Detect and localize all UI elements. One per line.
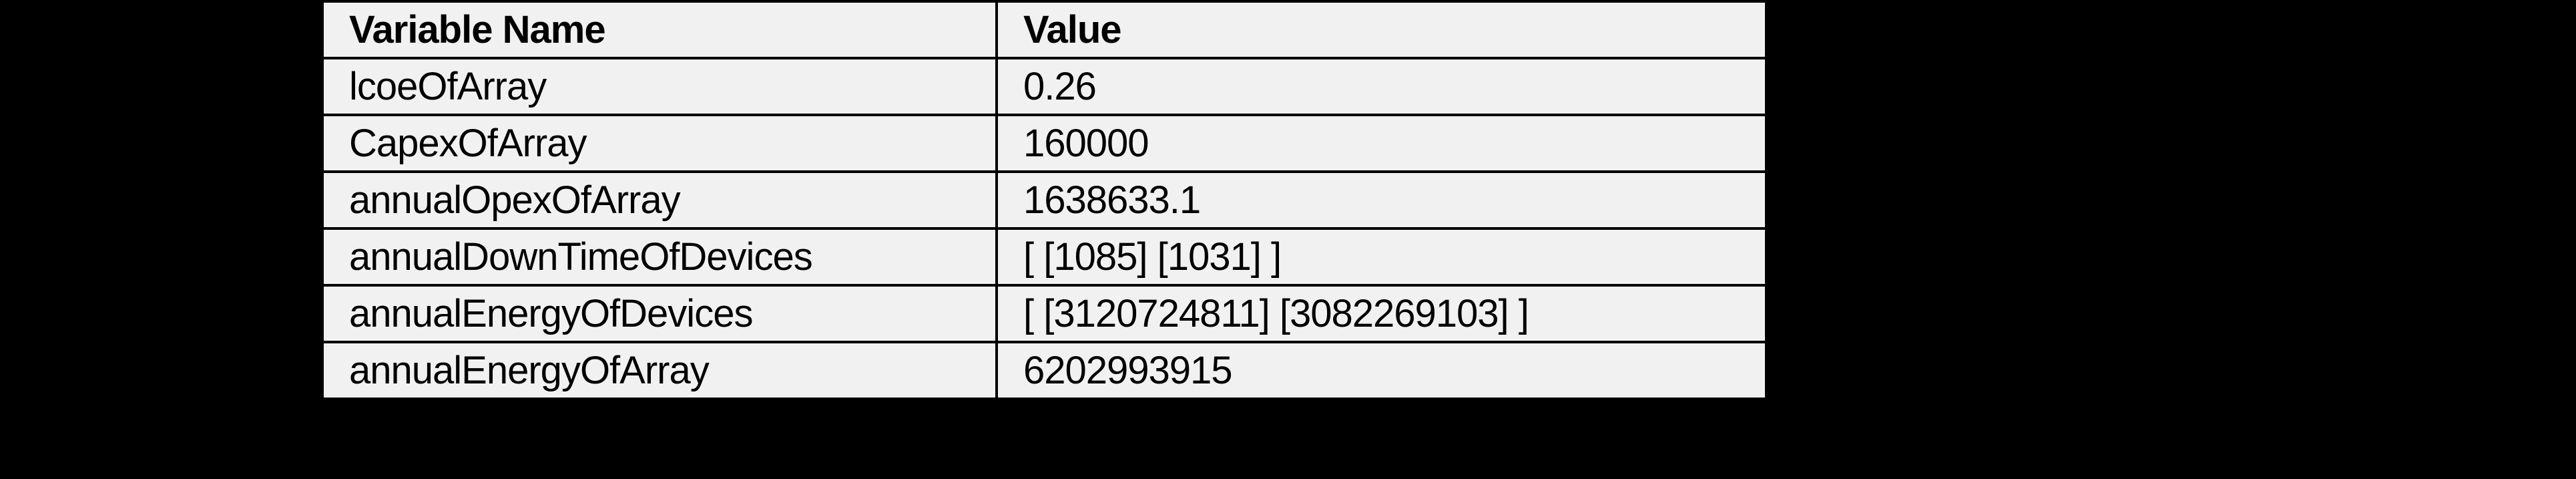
variable-name-cell: lcoeOfArray bbox=[321, 57, 998, 116]
variable-name-cell: annualDownTimeOfDevices bbox=[321, 227, 998, 287]
table-row: annualEnergyOfArray 6202993915 bbox=[321, 341, 1768, 400]
column-header-value: Value bbox=[995, 0, 1768, 59]
variable-value-cell: 0.26 bbox=[995, 57, 1768, 116]
table-row: CapexOfArray 160000 bbox=[321, 114, 1768, 173]
variable-value-cell: 160000 bbox=[995, 114, 1768, 173]
variable-value-cell: [ [3120724811] [3082269103] ] bbox=[995, 284, 1768, 343]
variable-value-cell: 1638633.1 bbox=[995, 170, 1768, 230]
variable-name-cell: annualEnergyOfArray bbox=[321, 341, 998, 400]
variable-name-cell: annualOpexOfArray bbox=[321, 170, 998, 230]
column-header-variable-name: Variable Name bbox=[321, 0, 998, 59]
table-row: annualDownTimeOfDevices [ [1085] [1031] … bbox=[321, 227, 1768, 287]
variable-name-cell: annualEnergyOfDevices bbox=[321, 284, 998, 343]
table-row: annualOpexOfArray 1638633.1 bbox=[321, 170, 1768, 230]
table-header-row: Variable Name Value bbox=[321, 0, 1768, 59]
variable-name-cell: CapexOfArray bbox=[321, 114, 998, 173]
table-row: annualEnergyOfDevices [ [3120724811] [30… bbox=[321, 284, 1768, 343]
variables-table: Variable Name Value lcoeOfArray 0.26 Cap… bbox=[321, 0, 1768, 400]
variable-value-cell: 6202993915 bbox=[995, 341, 1768, 400]
variable-value-cell: [ [1085] [1031] ] bbox=[995, 227, 1768, 287]
table-row: lcoeOfArray 0.26 bbox=[321, 57, 1768, 116]
